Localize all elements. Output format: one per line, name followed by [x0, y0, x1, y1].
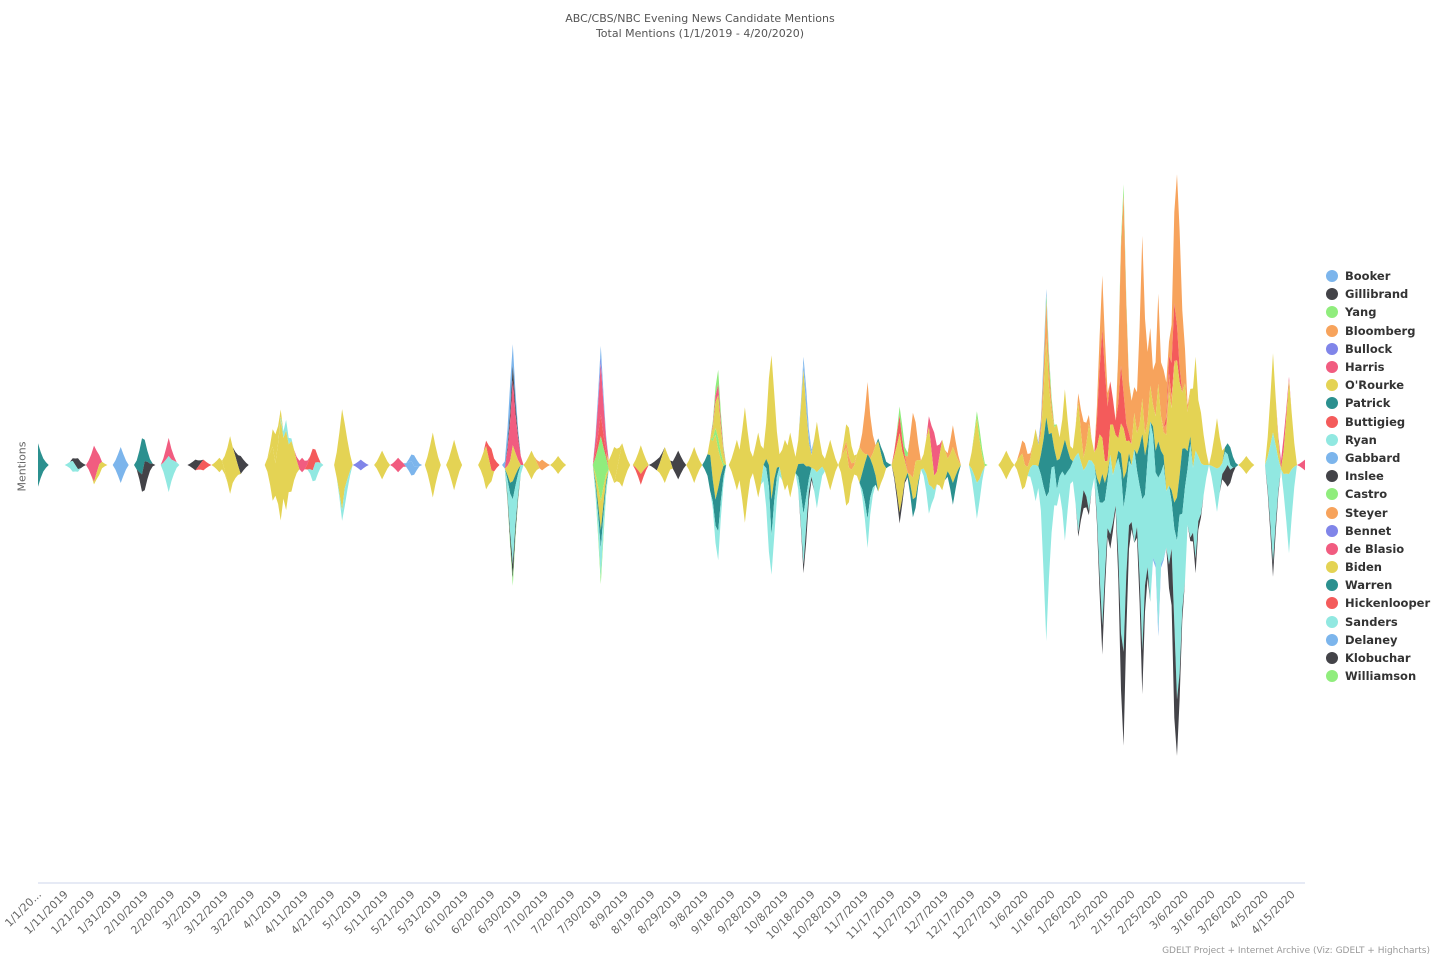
legend-item-inslee[interactable]: Inslee — [1326, 467, 1430, 485]
legend-marker-icon — [1326, 615, 1338, 628]
legend-item-klobuchar[interactable]: Klobuchar — [1326, 649, 1430, 667]
legend-marker-icon — [1326, 306, 1338, 319]
legend-label: Buttigieg — [1345, 414, 1406, 429]
legend-label: Castro — [1345, 487, 1388, 502]
legend-item-bloomberg[interactable]: Bloomberg — [1326, 322, 1430, 340]
legend-label: de Blasio — [1345, 541, 1405, 556]
legend-marker-icon — [1326, 561, 1338, 574]
legend-label: Patrick — [1345, 396, 1391, 411]
legend-marker-icon — [1326, 342, 1338, 355]
legend-item-castro[interactable]: Castro — [1326, 485, 1430, 503]
legend-item-patrick[interactable]: Patrick — [1326, 394, 1430, 412]
legend-label: Booker — [1345, 269, 1391, 284]
series-area-klobuchar[interactable] — [38, 461, 1305, 756]
chart-subtitle: Total Mentions (1/1/2019 - 4/20/2020) — [595, 27, 805, 40]
legend-marker-icon — [1326, 451, 1338, 464]
legend-item-warren[interactable]: Warren — [1326, 576, 1430, 594]
legend-label: Sanders — [1345, 614, 1398, 629]
legend-label: Gillibrand — [1345, 287, 1409, 302]
legend-marker-icon — [1326, 361, 1338, 374]
legend-marker-icon — [1326, 670, 1338, 683]
legend-marker-icon — [1326, 579, 1338, 592]
legend-label: Klobuchar — [1345, 651, 1411, 666]
legend-item-buttigieg[interactable]: Buttigieg — [1326, 413, 1430, 431]
legend-label: Hickenlooper — [1345, 596, 1431, 611]
legend-label: O'Rourke — [1345, 378, 1405, 393]
legend-marker-icon — [1326, 288, 1338, 301]
legend-marker-icon — [1326, 324, 1338, 337]
legend-marker-icon — [1326, 488, 1338, 501]
legend-marker-icon — [1326, 433, 1338, 446]
legend-label: Bloomberg — [1345, 323, 1416, 338]
legend-label: Biden — [1345, 560, 1382, 575]
legend-marker-icon — [1326, 597, 1338, 610]
x-axis-tick-labels: 1/1/20...1/11/20191/21/20191/31/20192/10… — [2, 888, 1297, 942]
legend-item-booker[interactable]: Booker — [1326, 267, 1430, 285]
legend-item-hickenlooper[interactable]: Hickenlooper — [1326, 594, 1430, 612]
legend-marker-icon — [1326, 542, 1338, 555]
legend-item-sanders[interactable]: Sanders — [1326, 613, 1430, 631]
legend-item-de-blasio[interactable]: de Blasio — [1326, 540, 1430, 558]
legend-label: Inslee — [1345, 469, 1384, 484]
legend: Booker Gillibrand Yang Bloomberg Bullock Harr… — [1326, 267, 1430, 685]
legend-label: Warren — [1345, 578, 1393, 593]
series-area-bloomberg[interactable] — [38, 174, 1305, 483]
credits[interactable]: GDELT Project + Internet Archive (Viz: G… — [1162, 946, 1430, 956]
series-area-sanders[interactable] — [38, 421, 1305, 700]
legend-item-gabbard[interactable]: Gabbard — [1326, 449, 1430, 467]
legend-item-harris[interactable]: Harris — [1326, 358, 1430, 376]
legend-item-ryan[interactable]: Ryan — [1326, 431, 1430, 449]
legend-item-delaney[interactable]: Delaney — [1326, 631, 1430, 649]
legend-label: Bennet — [1345, 523, 1392, 538]
legend-marker-icon — [1326, 270, 1338, 283]
legend-marker-icon — [1326, 652, 1338, 665]
legend-label: Williamson — [1345, 669, 1417, 684]
chart-title: ABC/CBS/NBC Evening News Candidate Menti… — [565, 12, 835, 25]
legend-label: Harris — [1345, 360, 1385, 375]
legend-marker-icon — [1326, 415, 1338, 428]
legend-marker-icon — [1326, 524, 1338, 537]
legend-item-biden[interactable]: Biden — [1326, 558, 1430, 576]
legend-marker-icon — [1326, 506, 1338, 519]
legend-label: Yang — [1345, 305, 1377, 320]
legend-label: Bullock — [1345, 341, 1393, 356]
legend-item-williamson[interactable]: Williamson — [1326, 667, 1430, 685]
legend-label: Steyer — [1345, 505, 1388, 520]
chart-title-block: ABC/CBS/NBC Evening News Candidate Menti… — [0, 11, 1400, 41]
legend-marker-icon — [1326, 379, 1338, 392]
legend-label: Delaney — [1345, 632, 1398, 647]
legend-item-o-rourke[interactable]: O'Rourke — [1326, 376, 1430, 394]
legend-item-gillibrand[interactable]: Gillibrand — [1326, 285, 1430, 303]
legend-label: Gabbard — [1345, 450, 1401, 465]
legend-item-steyer[interactable]: Steyer — [1326, 503, 1430, 521]
legend-marker-icon — [1326, 633, 1338, 646]
legend-item-bullock[interactable]: Bullock — [1326, 340, 1430, 358]
series-areas — [38, 174, 1305, 756]
legend-item-yang[interactable]: Yang — [1326, 303, 1430, 321]
legend-marker-icon — [1326, 470, 1338, 483]
legend-label: Ryan — [1345, 432, 1377, 447]
legend-item-bennet[interactable]: Bennet — [1326, 522, 1430, 540]
legend-marker-icon — [1326, 397, 1338, 410]
